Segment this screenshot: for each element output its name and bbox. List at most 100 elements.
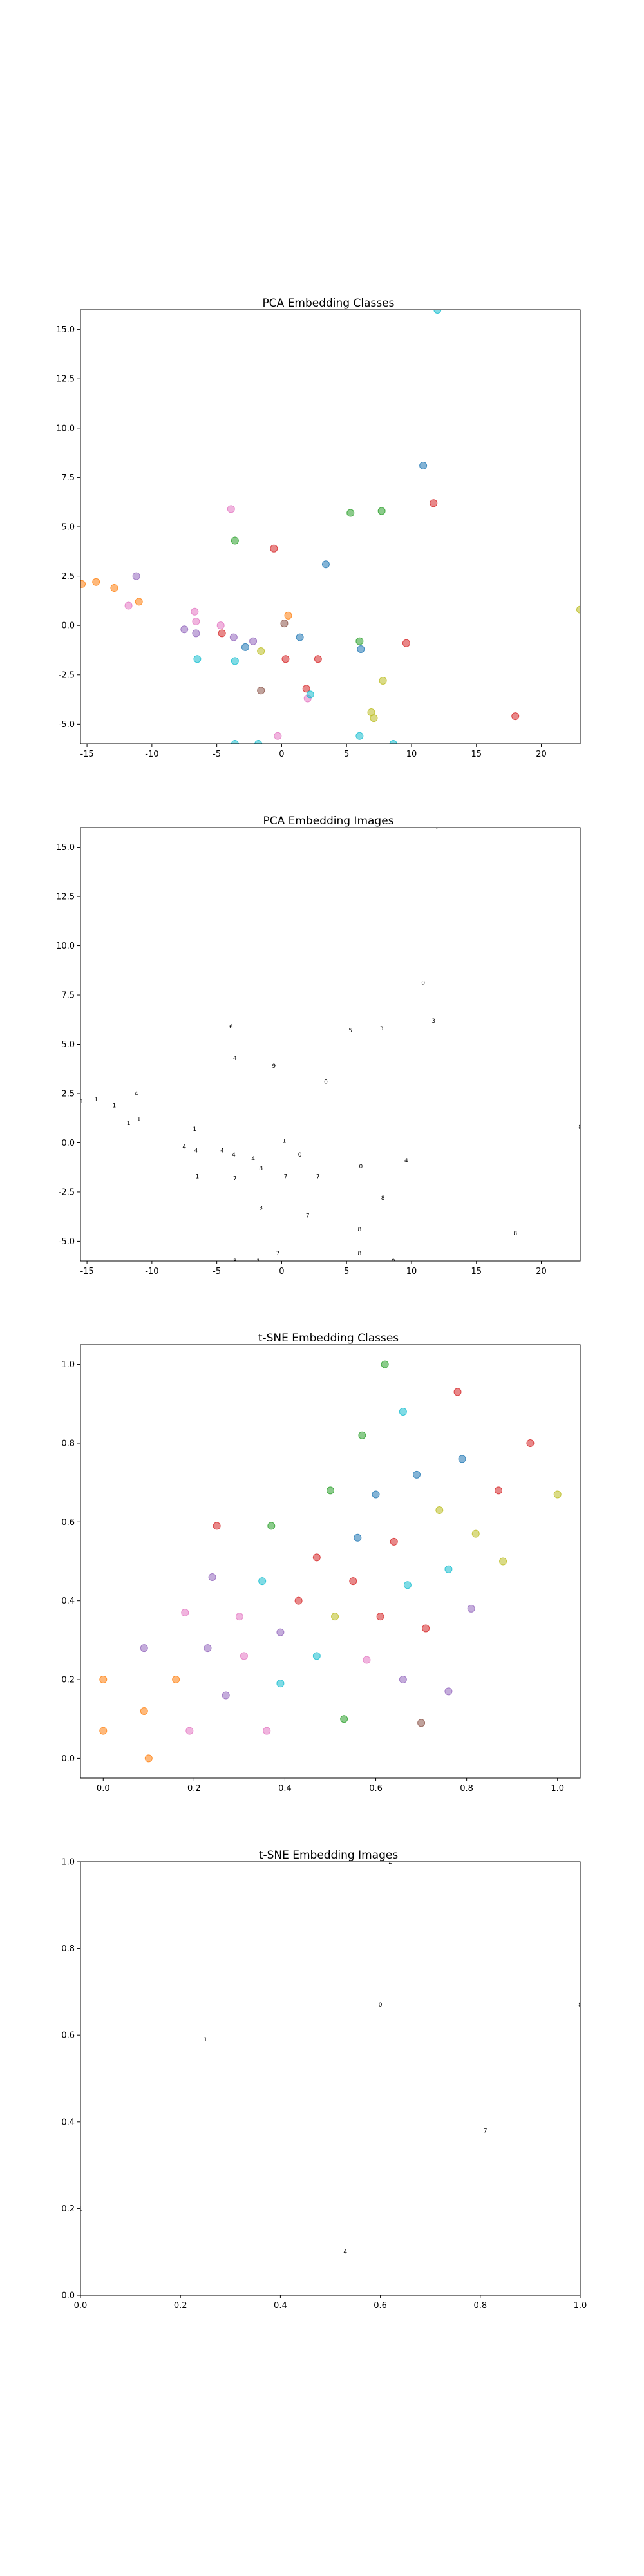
scatter-point (124, 601, 133, 610)
digit-image-point: 0 (324, 1079, 328, 1086)
x-tick-label: -15 (80, 750, 93, 759)
pca-images-panel: PCA Embedding Images 1 111414141464474389… (56, 815, 581, 1276)
scatter-point (218, 629, 226, 638)
digit-image-point: 4 (251, 1156, 255, 1162)
digit-image-point: 1 (137, 1117, 141, 1123)
scatter-point (208, 1573, 216, 1581)
scatter-point (381, 1360, 389, 1368)
digit-image-point: 7 (306, 1213, 310, 1220)
digit-image-point: 4 (194, 1148, 198, 1155)
x-tick-label: 0.6 (369, 1784, 383, 1794)
y-tick-label: 5.0 (61, 1040, 75, 1050)
scatter-point (204, 1644, 212, 1653)
scatter-point (135, 598, 143, 606)
scatter-point (276, 1680, 285, 1688)
y-tick-label: 0.4 (61, 2117, 75, 2127)
scatter-point (280, 620, 289, 628)
digit-image-point: 4 (233, 1056, 237, 1062)
y-tick-label: 10.0 (56, 424, 75, 433)
x-tick-label: 0 (279, 1267, 284, 1276)
digit-image-point: 1 (204, 2037, 207, 2043)
scatter-point (296, 633, 304, 641)
scatter-point (92, 578, 100, 586)
scatter-point (402, 639, 410, 647)
y-tick-label: 0.6 (61, 2031, 75, 2041)
y-tick-label: 0.8 (61, 1944, 75, 1954)
scatter-point (363, 1656, 371, 1664)
y-tick-label: 1.0 (61, 1360, 75, 1370)
scatter-point (390, 1537, 398, 1546)
digit-image-point: 8 (259, 1166, 263, 1172)
y-tick-label: 7.5 (61, 991, 75, 1001)
y-tick-label: 2.5 (61, 572, 75, 582)
digit-image-point: 1 (283, 1138, 287, 1144)
digit-image-point: 2 (388, 1859, 392, 1866)
y-tick-label: 12.5 (56, 893, 75, 902)
digit-image-point: 7 (284, 1173, 288, 1180)
scatter-point (235, 1613, 243, 1621)
x-tick-label: 5 (344, 750, 349, 759)
y-tick-label: 10.0 (56, 942, 75, 951)
pca-classes-panel: PCA Embedding Classes -15 -10 -5 0 5 10 15 20 -5… (56, 297, 581, 759)
scatter-point (321, 560, 330, 569)
scatter-point (377, 507, 386, 515)
scatter-point (467, 1604, 475, 1613)
scatter-point (312, 1553, 321, 1562)
y-tick-label: 0.2 (61, 2204, 75, 2214)
scatter-point (231, 740, 239, 744)
scatter-point (399, 1676, 407, 1684)
x-tick-label: 20 (536, 750, 547, 759)
scatter-point (419, 462, 428, 470)
y-tick-label: 1.0 (61, 1858, 75, 1868)
scatter-point (358, 1431, 366, 1439)
digit-image-point: 7 (316, 1173, 320, 1180)
scatter-point (276, 1628, 285, 1636)
y-tick-label: 0.0 (61, 2291, 75, 2301)
points-layer: 1 1 4 0 2 7 8 (80, 1859, 582, 2256)
y-tick-label: 0.6 (61, 1518, 75, 1528)
y-tick-label: 5.0 (61, 523, 75, 533)
y-tick-label: 12.5 (56, 375, 75, 384)
x-tick-label: -5 (213, 750, 221, 759)
x-tick-label: 15 (471, 1267, 482, 1276)
x-tick-label: -10 (145, 1267, 158, 1276)
digit-image-point: 3 (431, 1018, 435, 1025)
digit-image-point: 4 (220, 1148, 224, 1155)
scatter-point (258, 1577, 267, 1586)
scatter-point (231, 536, 239, 545)
scatter-point (389, 740, 397, 744)
scatter-point (99, 1727, 108, 1735)
y-tick-label: 0.8 (61, 1439, 75, 1448)
scatter-point (354, 1533, 362, 1542)
digit-image-point: 6 (229, 1024, 233, 1030)
scatter-point (444, 1687, 453, 1696)
points-layer (80, 310, 580, 744)
digit-image-point: 8 (578, 2002, 582, 2009)
scatter-point (263, 1727, 271, 1735)
x-tick-label: 15 (471, 750, 482, 759)
digit-image-point: 8 (357, 1227, 361, 1233)
x-tick-label: -10 (145, 750, 158, 759)
scatter-point (185, 1727, 194, 1735)
scatter-point (553, 1490, 562, 1499)
digit-image-point: 4 (404, 1158, 408, 1164)
y-tick-label: 0.2 (61, 1676, 75, 1685)
y-tick-label: 15.0 (56, 325, 75, 335)
digit-image-point: 8 (357, 1251, 361, 1257)
x-tick-label: 0.2 (174, 2301, 187, 2311)
y-tick-label: -2.5 (59, 1188, 75, 1197)
digit-image-point: 0 (379, 2002, 383, 2009)
x-tick-label: 10 (406, 750, 417, 759)
scatter-point (331, 1613, 339, 1621)
digit-image-point: 3 (233, 1258, 237, 1265)
y-tick-label: 0.0 (61, 1139, 75, 1148)
scatter-point (240, 1652, 248, 1660)
digit-image-point: 0 (359, 1164, 363, 1170)
digit-image-point: 4 (135, 1091, 138, 1097)
axes-frame (80, 827, 581, 1262)
y-tick-label: 15.0 (56, 843, 75, 853)
digit-image-point: 8 (381, 1195, 385, 1202)
digit-image-point: 4 (232, 1152, 236, 1159)
scatter-point (254, 740, 263, 744)
